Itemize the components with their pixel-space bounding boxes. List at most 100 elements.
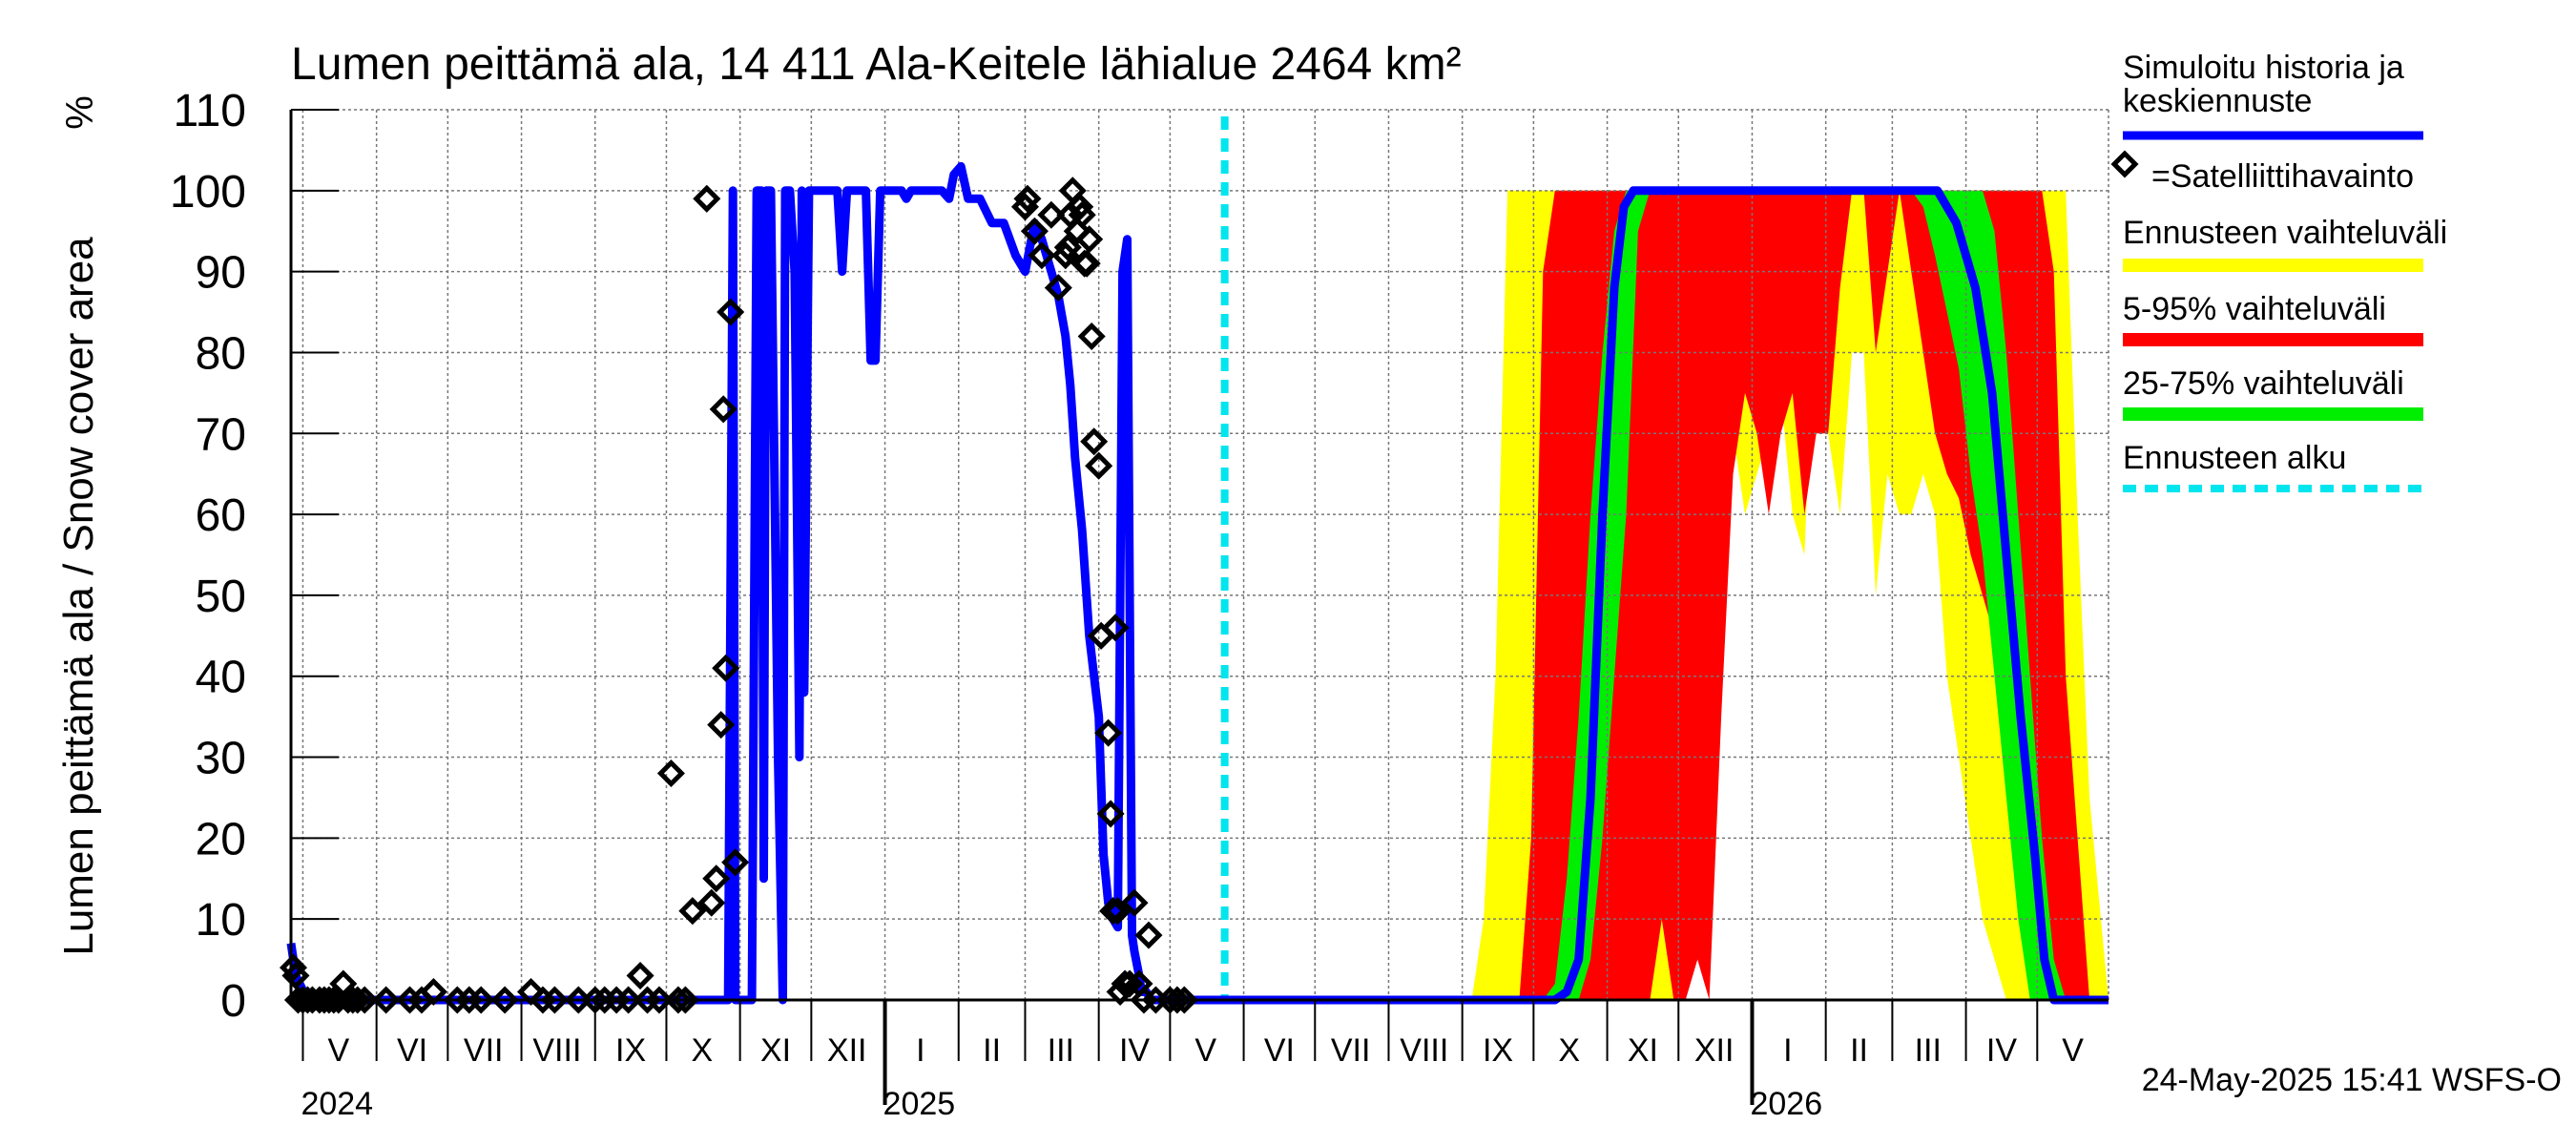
satellite-point [540, 986, 569, 1014]
legend-label-p5_95: 5-95% vaihteluväli [2123, 291, 2386, 327]
satellite-point [707, 711, 736, 739]
month-label: III [1048, 1032, 1074, 1069]
legend-label-range: Ennusteen vaihteluväli [2123, 215, 2447, 251]
satellite-point [671, 986, 699, 1014]
month-label: VIII [1400, 1032, 1448, 1069]
month-label: XI [1628, 1032, 1658, 1069]
y-tick-label: 10 [196, 895, 246, 946]
month-label: XII [1694, 1032, 1735, 1069]
satellite-point [1094, 718, 1123, 747]
month-label: II [983, 1032, 1001, 1069]
year-label: 2025 [883, 1086, 956, 1122]
y-axis-label: Lumen peittämä ala / Snow cover area [55, 237, 102, 956]
series-layer [279, 116, 2109, 1014]
month-label: IV [1986, 1032, 2017, 1069]
satellite-point [1163, 986, 1192, 1014]
month-label: II [1850, 1032, 1868, 1069]
legend-label-history: keskiennuste [2123, 83, 2312, 119]
satellite-point [678, 897, 707, 926]
month-label: XII [827, 1032, 867, 1069]
y-axis-unit: % [59, 95, 101, 130]
satellite-point [697, 888, 726, 917]
satellite-point [645, 986, 674, 1014]
satellite-point [1170, 986, 1198, 1014]
y-tick-label: 40 [196, 653, 246, 703]
satellite-point [1075, 225, 1104, 254]
satellite-point [1068, 200, 1096, 229]
satellite-point [614, 986, 643, 1014]
legend-label-satellite: =Satelliittihavainto [2151, 158, 2414, 195]
satellite-point [1077, 322, 1106, 351]
band-25-75 [1471, 190, 2109, 1001]
y-tick-label: 80 [196, 328, 246, 379]
satellite-point [1106, 977, 1134, 1007]
chart-title: Lumen peittämä ala, 14 411 Ala-Keitele l… [291, 39, 1462, 90]
month-label: X [1558, 1032, 1580, 1069]
satellite-point [709, 395, 737, 424]
satellite-point [656, 759, 685, 788]
y-tick-label: 90 [196, 248, 246, 299]
satellite-point [1028, 241, 1056, 270]
satellite-point [315, 986, 343, 1014]
month-label: III [1915, 1032, 1942, 1069]
satellite-point [490, 986, 519, 1014]
month-label: I [1783, 1032, 1792, 1069]
forecast-bands [1471, 190, 2109, 1001]
satellite-point [702, 864, 731, 893]
footer-timestamp: 24-May-2025 15:41 WSFS-O [2142, 1062, 2562, 1098]
satellite-point [693, 184, 721, 213]
satellite-point [419, 977, 447, 1007]
month-label: IV [1119, 1032, 1150, 1069]
satellite-point [1120, 888, 1149, 917]
year-label: 2024 [301, 1086, 373, 1122]
month-label: I [916, 1032, 924, 1069]
satellite-point [516, 977, 546, 1007]
satellite-point [1063, 217, 1091, 245]
satellite-point [721, 848, 750, 877]
satellite-point [1099, 897, 1128, 926]
month-label: V [1195, 1032, 1216, 1069]
satellite-point [1080, 427, 1109, 456]
y-tick-label: 70 [196, 409, 246, 460]
month-label: X [691, 1032, 713, 1069]
month-label: IX [1483, 1032, 1513, 1069]
month-label: IX [615, 1032, 646, 1069]
satellite-point [1085, 451, 1113, 480]
satellite-point [281, 962, 310, 990]
satellite-point [1096, 800, 1125, 828]
satellite-point [717, 298, 745, 326]
satellite-point [1013, 184, 1042, 213]
legend-label-forecast_start: Ennusteen alku [2123, 440, 2346, 476]
y-tick-label: 60 [196, 490, 246, 541]
legend-swatch-satellite [2110, 150, 2139, 178]
y-tick-label: 30 [196, 734, 246, 784]
year-label: 2026 [1750, 1086, 1822, 1122]
satellite-point [1044, 274, 1072, 302]
satellite-point [1101, 614, 1130, 642]
satellite-point [1104, 897, 1132, 926]
month-label: VII [464, 1032, 504, 1069]
satellite-point [372, 986, 401, 1014]
month-label: VI [397, 1032, 427, 1069]
satellite-point [712, 654, 740, 682]
simulated-history-line [286, 161, 2109, 1005]
satellite-point [1072, 249, 1101, 278]
y-tick-label: 100 [170, 167, 246, 218]
satellite-point [1115, 969, 1144, 998]
month-label: XI [760, 1032, 791, 1069]
y-tick-label: 50 [196, 572, 246, 622]
satellite-point [1053, 233, 1082, 261]
satellite-point [343, 986, 372, 1014]
y-tick-label: 0 [220, 976, 246, 1027]
month-label: VII [1331, 1032, 1371, 1069]
satellite-point [664, 986, 693, 1014]
satellite-point [350, 986, 379, 1014]
satellite-point [1037, 200, 1066, 229]
month-label: V [327, 1032, 349, 1069]
month-label: V [2062, 1032, 2084, 1069]
satellite-point [1020, 217, 1049, 245]
legend-label-history: Simuloitu historia ja [2123, 50, 2404, 86]
satellite-point [1066, 193, 1094, 221]
